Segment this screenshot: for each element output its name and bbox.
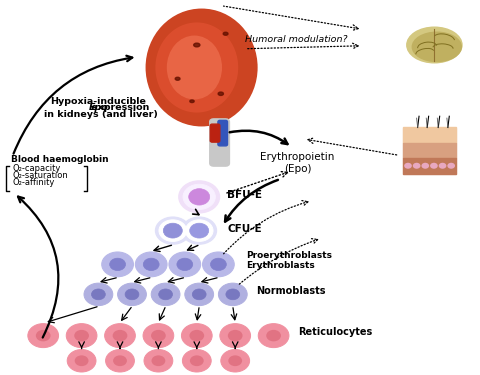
Circle shape [135,252,167,277]
Circle shape [151,330,166,341]
Circle shape [92,289,105,300]
Circle shape [226,289,240,300]
Circle shape [143,324,174,348]
Text: Normoblasts: Normoblasts [256,286,325,296]
Text: Blood haemoglobin: Blood haemoglobin [11,155,108,164]
Text: Reticulocytes: Reticulocytes [299,327,373,337]
FancyBboxPatch shape [218,120,228,146]
Circle shape [143,258,159,271]
Ellipse shape [156,22,238,112]
Circle shape [211,258,227,271]
Circle shape [185,220,213,242]
Circle shape [266,330,281,341]
Circle shape [183,184,216,210]
Text: Proerythroblasts
Erythroblasts: Proerythroblasts Erythroblasts [246,251,332,270]
FancyBboxPatch shape [210,124,220,142]
Circle shape [185,283,214,306]
Ellipse shape [193,43,200,47]
Circle shape [421,163,429,169]
Text: O₂-affinity: O₂-affinity [12,178,55,187]
Bar [403,143,456,158]
Circle shape [109,258,126,271]
Circle shape [203,252,234,277]
Text: BFU-E: BFU-E [227,190,262,200]
FancyBboxPatch shape [210,119,229,166]
Circle shape [105,324,135,348]
Ellipse shape [190,100,194,103]
Circle shape [28,324,59,348]
Circle shape [190,356,204,366]
Ellipse shape [412,32,462,62]
Text: O₂-capacity: O₂-capacity [12,164,61,173]
Text: O₂-saturation: O₂-saturation [12,171,68,180]
Bar [403,158,456,174]
Ellipse shape [175,77,180,80]
Circle shape [177,258,192,271]
Text: CFU-E: CFU-E [228,224,263,234]
Circle shape [182,350,211,372]
Circle shape [106,350,134,372]
Text: Hypoxia-inducible: Hypoxia-inducible [50,97,146,106]
Circle shape [179,181,219,213]
Circle shape [102,252,133,277]
Circle shape [125,289,139,300]
Circle shape [404,163,412,169]
Ellipse shape [218,92,223,96]
Ellipse shape [146,9,257,126]
Text: Humoral modulation?: Humoral modulation? [245,35,348,44]
Circle shape [220,324,251,348]
Circle shape [113,356,127,366]
Circle shape [113,330,127,341]
Circle shape [36,330,50,341]
Circle shape [159,289,172,300]
FancyBboxPatch shape [403,128,456,174]
Circle shape [190,223,209,238]
Circle shape [182,217,216,244]
Circle shape [152,356,165,366]
Circle shape [144,350,173,372]
Circle shape [66,324,97,348]
Circle shape [447,163,455,169]
Circle shape [258,324,289,348]
Circle shape [156,217,190,244]
Circle shape [151,283,180,306]
Circle shape [430,163,438,169]
Text: in kidneys (and liver): in kidneys (and liver) [44,110,158,119]
Circle shape [169,252,201,277]
Circle shape [439,163,446,169]
Ellipse shape [223,32,228,35]
Circle shape [218,283,247,306]
Circle shape [159,220,187,242]
Circle shape [118,283,146,306]
Circle shape [221,350,250,372]
Circle shape [75,356,88,366]
Circle shape [84,283,113,306]
Circle shape [413,163,420,169]
Text: Epo: Epo [88,104,108,112]
Ellipse shape [407,27,462,63]
Circle shape [228,330,242,341]
Circle shape [228,356,242,366]
Text: Erythropoietin
(Epo): Erythropoietin (Epo) [261,152,335,174]
Text: expression: expression [88,104,150,112]
Ellipse shape [167,36,222,99]
Circle shape [163,223,182,238]
Circle shape [192,289,206,300]
Circle shape [181,324,212,348]
Bar [403,128,456,143]
Circle shape [74,330,89,341]
Circle shape [189,189,210,205]
Circle shape [190,330,204,341]
Circle shape [67,350,96,372]
